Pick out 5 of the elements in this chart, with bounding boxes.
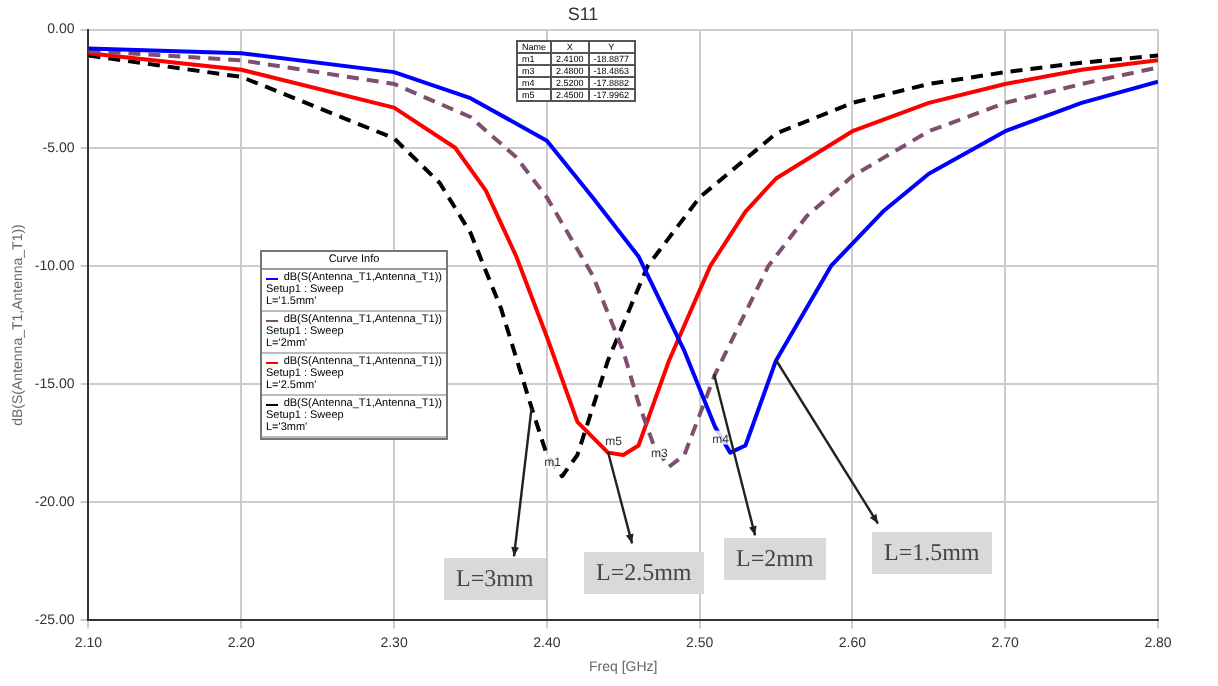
annotation: L=2mm xyxy=(724,538,826,580)
chart-title: S11 xyxy=(567,3,599,24)
annotation: L=1.5mm xyxy=(872,532,992,574)
annotation: L=2.5mm xyxy=(584,552,704,594)
annotation: L=3mm xyxy=(444,558,546,600)
